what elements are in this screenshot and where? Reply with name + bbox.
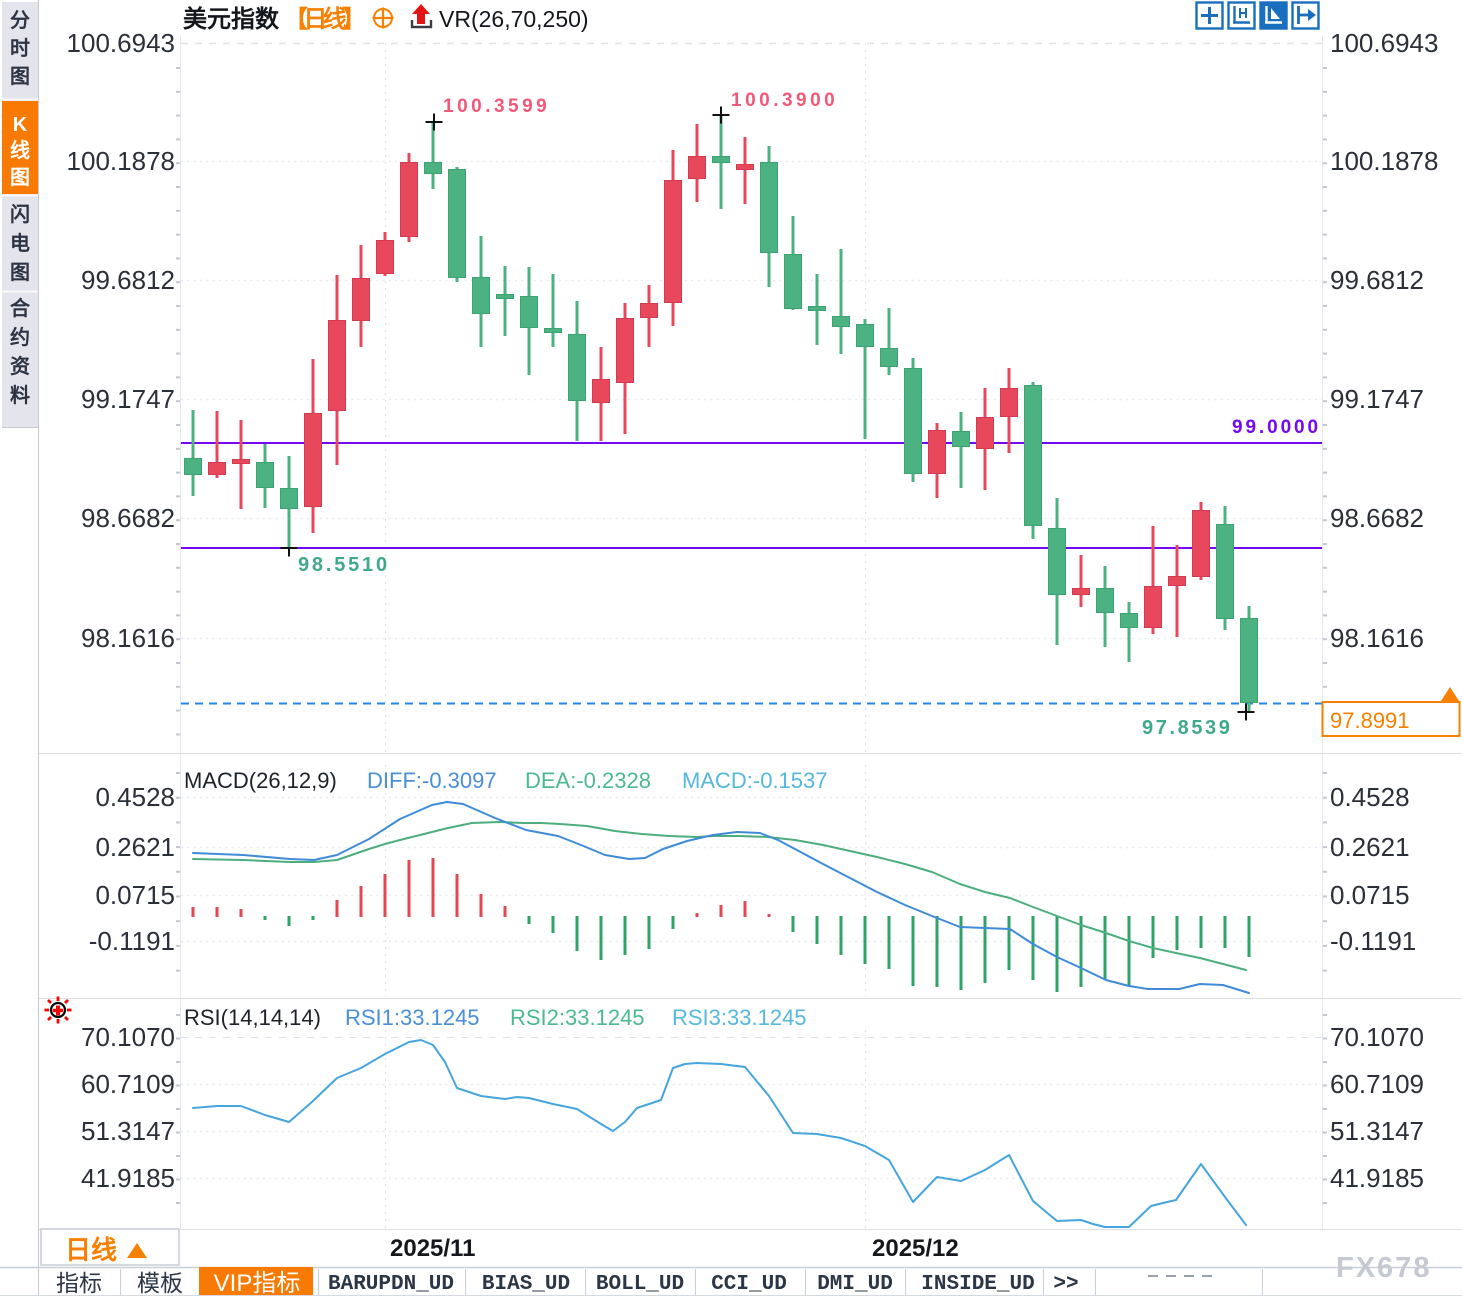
svg-text:RSI2:33.1245: RSI2:33.1245 xyxy=(510,1005,645,1030)
svg-text:99.6812: 99.6812 xyxy=(81,265,175,295)
svg-text:41.9185: 41.9185 xyxy=(81,1163,175,1193)
svg-text:VIP指标: VIP指标 xyxy=(214,1270,301,1297)
svg-text:电: 电 xyxy=(10,232,30,255)
svg-text:97.8991: 97.8991 xyxy=(1330,708,1410,733)
svg-text:图: 图 xyxy=(10,166,30,189)
svg-text:美元指数: 美元指数 xyxy=(183,5,280,33)
svg-text:时: 时 xyxy=(10,37,30,60)
svg-text:0.2621: 0.2621 xyxy=(95,832,175,862)
svg-text:100.3900: 100.3900 xyxy=(731,90,838,111)
svg-text:RSI1:33.1245: RSI1:33.1245 xyxy=(345,1005,480,1030)
svg-text:41.9185: 41.9185 xyxy=(1330,1163,1424,1193)
svg-text:98.1616: 98.1616 xyxy=(1330,623,1424,653)
svg-text:60.7109: 60.7109 xyxy=(81,1069,175,1099)
svg-text:指标: 指标 xyxy=(56,1270,102,1296)
svg-text:0.4528: 0.4528 xyxy=(1330,782,1410,812)
svg-text:线: 线 xyxy=(10,138,30,162)
svg-text:99.0000: 99.0000 xyxy=(1232,417,1321,438)
svg-text:MACD(26,12,9): MACD(26,12,9) xyxy=(184,768,337,793)
svg-text:0.2621: 0.2621 xyxy=(1330,832,1410,862)
svg-text:BOLL_UD: BOLL_UD xyxy=(596,1273,684,1296)
svg-text:-0.1191: -0.1191 xyxy=(89,926,175,956)
svg-text:99.1747: 99.1747 xyxy=(81,384,175,414)
svg-text:98.6682: 98.6682 xyxy=(81,503,175,533)
svg-text:0.0715: 0.0715 xyxy=(95,880,175,910)
svg-text:MACD:-0.1537: MACD:-0.1537 xyxy=(682,768,828,793)
svg-text:图: 图 xyxy=(10,65,30,88)
svg-text:日线: 日线 xyxy=(65,1235,117,1265)
svg-text:FX678: FX678 xyxy=(1336,1252,1431,1284)
svg-text:【日线】: 【日线】 xyxy=(284,6,366,33)
svg-text:100.1878: 100.1878 xyxy=(67,146,175,176)
svg-text:100.6943: 100.6943 xyxy=(67,28,175,58)
svg-text:VR(26,70,250): VR(26,70,250) xyxy=(439,6,589,32)
svg-text:BARUPDN_UD: BARUPDN_UD xyxy=(328,1273,454,1296)
svg-text:100.1878: 100.1878 xyxy=(1330,146,1438,176)
svg-text:CCI_UD: CCI_UD xyxy=(711,1273,787,1296)
svg-text:51.3147: 51.3147 xyxy=(1330,1116,1424,1146)
svg-text:99.6812: 99.6812 xyxy=(1330,265,1424,295)
svg-text:100.6943: 100.6943 xyxy=(1330,28,1438,58)
svg-text:RSI(14,14,14): RSI(14,14,14) xyxy=(184,1005,321,1030)
svg-text:2025/12: 2025/12 xyxy=(872,1235,959,1262)
svg-text:INSIDE_UD: INSIDE_UD xyxy=(921,1273,1034,1296)
svg-text:闪: 闪 xyxy=(10,203,30,226)
svg-text:70.1070: 70.1070 xyxy=(1330,1022,1424,1052)
svg-text:-0.1191: -0.1191 xyxy=(1330,926,1416,956)
svg-text:>>: >> xyxy=(1053,1273,1078,1296)
svg-text:98.5510: 98.5510 xyxy=(298,554,390,576)
svg-text:51.3147: 51.3147 xyxy=(81,1116,175,1146)
svg-text:99.1747: 99.1747 xyxy=(1330,384,1424,414)
svg-text:60.7109: 60.7109 xyxy=(1330,1069,1424,1099)
svg-text:合: 合 xyxy=(10,296,31,320)
svg-text:70.1070: 70.1070 xyxy=(81,1022,175,1052)
svg-text:分: 分 xyxy=(10,9,30,32)
svg-text:DIFF:-0.3097: DIFF:-0.3097 xyxy=(367,768,497,793)
svg-text:料: 料 xyxy=(10,384,30,407)
svg-text:BIAS_UD: BIAS_UD xyxy=(482,1273,570,1296)
svg-text:模板: 模板 xyxy=(137,1270,183,1296)
svg-text:图: 图 xyxy=(10,261,30,284)
svg-text:资: 资 xyxy=(10,354,30,378)
svg-text:2025/11: 2025/11 xyxy=(390,1235,475,1262)
svg-text:K: K xyxy=(13,114,28,136)
svg-text:98.1616: 98.1616 xyxy=(81,623,175,653)
svg-text:98.6682: 98.6682 xyxy=(1330,503,1424,533)
svg-text:100.3599: 100.3599 xyxy=(443,96,550,117)
svg-text:约: 约 xyxy=(10,325,30,349)
svg-text:0.0715: 0.0715 xyxy=(1330,880,1410,910)
svg-text:RSI3:33.1245: RSI3:33.1245 xyxy=(672,1005,807,1030)
svg-text:97.8539: 97.8539 xyxy=(1142,717,1233,739)
svg-text:DMI_UD: DMI_UD xyxy=(817,1273,893,1296)
svg-text:DEA:-0.2328: DEA:-0.2328 xyxy=(525,768,651,793)
svg-text:0.4528: 0.4528 xyxy=(95,782,175,812)
